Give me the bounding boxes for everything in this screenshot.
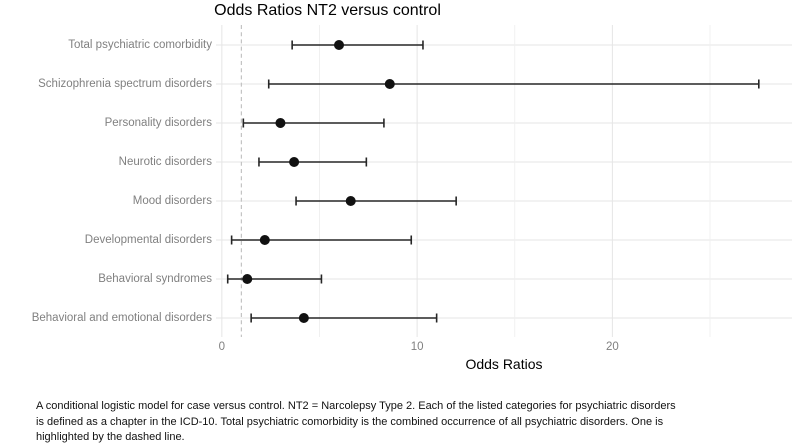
category-label: Mood disorders — [132, 195, 212, 207]
x-tick-label: 10 — [410, 341, 424, 353]
caption-line: is defined as a chapter in the ICD-10. T… — [36, 415, 664, 428]
figure-caption: A conditional logistic model for case ve… — [36, 399, 786, 446]
forest-plot-canvas — [216, 25, 792, 337]
category-label: Personality disorders — [104, 117, 212, 129]
odds-ratio-point — [345, 196, 356, 206]
category-label: Total psychiatric comorbidity — [68, 39, 212, 51]
odds-ratio-point — [298, 313, 309, 323]
category-label: Neurotic disorders — [118, 156, 212, 168]
odds-ratio-point — [334, 40, 345, 50]
odds-ratio-point — [289, 157, 300, 167]
category-label: Schizophrenia spectrum disorders — [38, 78, 212, 90]
odds-ratio-point — [242, 274, 253, 284]
x-tick-label: 0 — [218, 341, 226, 353]
odds-ratio-point — [384, 79, 395, 89]
chart-title: Odds Ratios NT2 versus control — [214, 2, 441, 19]
category-label: Behavioral syndromes — [98, 273, 212, 285]
odds-ratio-point — [259, 235, 270, 245]
category-label: Developmental disorders — [84, 234, 212, 246]
odds-ratio-point — [275, 118, 286, 128]
x-tick-label: 20 — [605, 341, 619, 353]
category-label: Behavioral and emotional disorders — [31, 312, 212, 324]
caption-line: A conditional logistic model for case ve… — [36, 400, 676, 412]
x-axis-title: Odds Ratios — [465, 356, 543, 372]
caption-line: highlighted by the dashed line. — [36, 431, 185, 443]
